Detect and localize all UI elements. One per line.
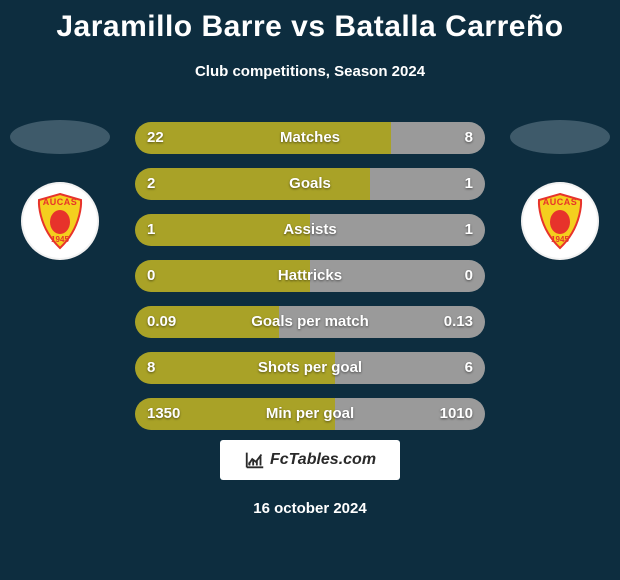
stat-label: Goals per match	[135, 306, 485, 338]
date-text: 16 october 2024	[0, 500, 620, 517]
player-left-column: AUCAS 1945	[10, 120, 110, 260]
stat-label: Goals	[135, 168, 485, 200]
stat-row: 0.090.13Goals per match	[135, 306, 485, 338]
stat-row: 13501010Min per goal	[135, 398, 485, 430]
brand-badge: FcTables.com	[220, 440, 400, 480]
club-year-right: 1945	[535, 235, 585, 244]
club-name-left: AUCAS	[35, 197, 85, 207]
stat-row: 228Matches	[135, 122, 485, 154]
stat-row: 21Goals	[135, 168, 485, 200]
club-badge-right: AUCAS 1945	[521, 182, 599, 260]
club-year-left: 1945	[35, 235, 85, 244]
stat-label: Matches	[135, 122, 485, 154]
club-shield-left: AUCAS 1945	[35, 192, 85, 250]
stat-label: Min per goal	[135, 398, 485, 430]
stat-row: 00Hattricks	[135, 260, 485, 292]
page-title: Jaramillo Barre vs Batalla Carreño	[0, 10, 620, 44]
brand-chart-icon	[244, 449, 266, 471]
club-name-right: AUCAS	[535, 197, 585, 207]
stat-row: 86Shots per goal	[135, 352, 485, 384]
comparison-infographic: Jaramillo Barre vs Batalla Carreño Club …	[0, 0, 620, 580]
player-silhouette-right	[510, 120, 610, 154]
stats-bars: 228Matches 21Goals 11Assists 00Hattricks 0.0…	[135, 122, 485, 430]
brand-text: FcTables.com	[270, 451, 376, 469]
stat-label: Assists	[135, 214, 485, 246]
player-silhouette-left	[10, 120, 110, 154]
stat-label: Hattricks	[135, 260, 485, 292]
stat-label: Shots per goal	[135, 352, 485, 384]
stat-row: 11Assists	[135, 214, 485, 246]
club-shield-right: AUCAS 1945	[535, 192, 585, 250]
subtitle: Club competitions, Season 2024	[0, 63, 620, 80]
club-badge-left: AUCAS 1945	[21, 182, 99, 260]
player-right-column: AUCAS 1945	[510, 120, 610, 260]
